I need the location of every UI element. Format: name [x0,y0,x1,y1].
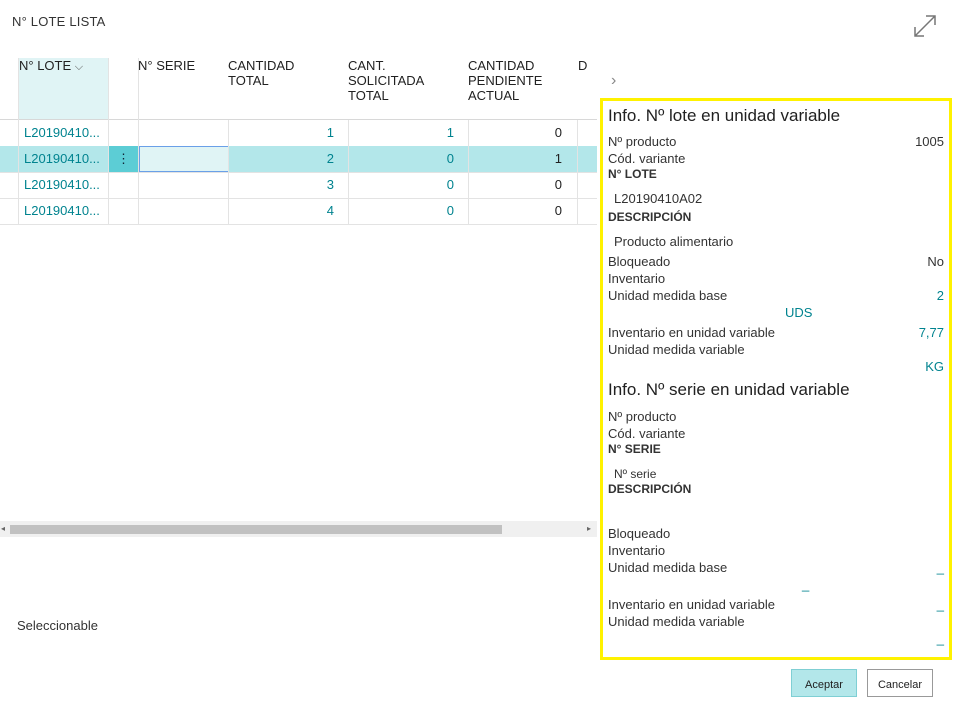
lot-inv-var-value[interactable]: 7,77 [918,325,944,340]
lot-umb-unit[interactable]: UDS [785,305,813,320]
horizontal-scrollbar[interactable]: ◂ ▸ [0,521,597,537]
table-row-selected[interactable]: L20190410... ⋮ 2 0 1 [0,146,597,173]
chevron-down-icon[interactable]: ⌵ [74,61,84,73]
table-row[interactable]: L20190410... 3 0 0 [0,172,597,199]
scroll-left-icon[interactable]: ◂ [1,524,6,533]
serial-info-title: Info. Nº serie en unidad variable [608,380,850,399]
cancel-button[interactable]: Cancelar [867,669,933,697]
lot-number-value: L20190410A02 [614,191,703,206]
scrollbar-thumb[interactable] [10,525,502,534]
grid-divider [138,58,139,224]
serie-input[interactable] [139,146,229,172]
expand-icon[interactable] [912,13,938,39]
serial-umb-unit[interactable]: _ [802,577,810,592]
scroll-right-icon[interactable]: ▸ [587,524,592,533]
table-row[interactable]: L20190410... 1 1 0 [0,120,597,147]
column-header-lote[interactable]: N° LOTE ⌵ [19,58,108,119]
accept-button[interactable]: Aceptar [791,669,857,697]
ellipsis-vertical-icon[interactable]: ⋮ [109,146,138,172]
table-row[interactable]: L20190410... 4 0 0 [0,198,597,225]
column-header-serie[interactable]: N° SERIE [138,58,196,73]
lot-umv-value[interactable]: KG [925,359,944,374]
column-header-cantidad-pendiente[interactable]: CANTIDAD PENDIENTE ACTUAL [468,58,543,103]
serial-inv-var-value[interactable]: _ [936,597,944,612]
chevron-right-icon[interactable]: › [611,72,617,89]
lot-description-value: Producto alimentario [614,234,734,249]
serial-umv-value[interactable]: _ [936,631,944,646]
grid-divider [468,120,469,224]
grid-divider [348,120,349,224]
lot-producto-value: 1005 [915,134,944,149]
status-text: Seleccionable [17,618,98,633]
serial-umb-value[interactable]: _ [936,560,944,575]
serial-number-field: Nº serie [614,467,657,481]
factbox-panel: Info. Nº lote en unidad variable Nº prod… [600,98,952,660]
grid-divider [108,58,109,224]
grid-divider [228,120,229,224]
lot-umb-value[interactable]: 2 [936,288,944,303]
column-header-cantidad-total[interactable]: CANTIDAD TOTAL [228,58,295,88]
lot-info-title: Info. Nº lote en unidad variable [608,106,841,125]
lot-bloqueado-value: No [927,254,944,269]
grid-divider [18,58,19,224]
grid-divider [577,120,578,224]
page-title: N° LOTE LISTA [12,14,106,29]
column-header-d[interactable]: D [578,58,588,73]
column-header-cant-solicitada[interactable]: CANT. SOLICITADA TOTAL [348,58,425,103]
